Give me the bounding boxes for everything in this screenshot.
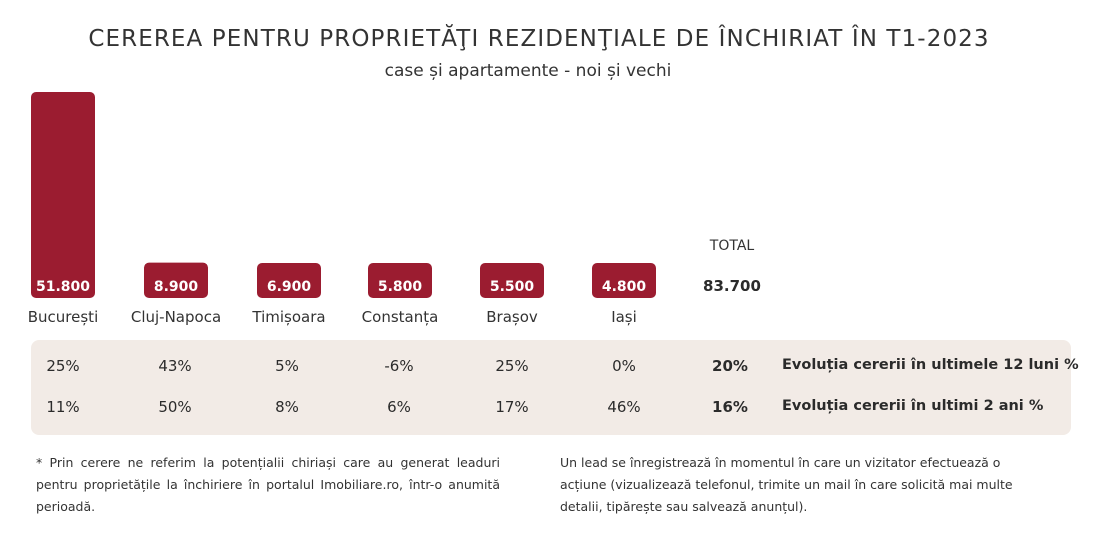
evolution-2y-bucuresti: 11%	[46, 398, 80, 416]
evolution-12m-constanta: -6%	[384, 357, 414, 375]
bar-value-label-iasi: 4.800	[602, 279, 647, 295]
evolution-2y-label: Evoluția cererii în ultimi 2 ani %	[782, 398, 1044, 414]
evolution-2y-constanta: 6%	[387, 398, 411, 416]
category-label-bucuresti: București	[28, 308, 98, 326]
bar-value-label-cluj-napoca: 8.900	[154, 279, 199, 295]
bar-chart: 51.800 București 8.900 Cluj-Napoca 6.900 Timi…	[28, 92, 656, 326]
evolution-2y-total: 16%	[712, 398, 748, 416]
evolution-12m-brasov: 25%	[495, 357, 529, 375]
footnote-definition: * Prin cerere ne referim la potențialii …	[36, 455, 500, 514]
bar-value-label-brasov: 5.500	[490, 279, 535, 295]
bar-value-label-bucuresti: 51.800	[36, 279, 90, 295]
evolution-row-2-years: 11% 50% 8% 6% 17% 46% 16% Evoluția cerer…	[31, 398, 1071, 420]
evolution-panel: 25% 43% 5% -6% 25% 0% 20% Evoluția cerer…	[31, 340, 1079, 435]
category-label-cluj-napoca: Cluj-Napoca	[131, 308, 221, 326]
bar-value-label-constanta: 5.800	[378, 279, 423, 295]
evolution-12m-cluj-napoca: 43%	[158, 357, 192, 375]
bar-cluj-napoca	[144, 262, 208, 298]
bar-value-label-timisoara: 6.900	[267, 279, 312, 295]
bar-iasi	[592, 263, 656, 298]
total-value: 83.700	[703, 277, 761, 295]
bar-timisoara	[257, 263, 321, 298]
evolution-12m-iasi: 0%	[612, 357, 636, 375]
evolution-2y-timisoara: 8%	[275, 398, 299, 416]
footnote-lead-explanation: Un lead se înregistrează în momentul în …	[560, 455, 1013, 514]
chart-title: CEREREA PENTRU PROPRIETĂŢI REZIDENŢIALE …	[88, 26, 990, 52]
evolution-12m-total: 20%	[712, 357, 748, 375]
total-label: TOTAL	[709, 238, 755, 254]
bar-constanta	[368, 263, 432, 298]
category-label-constanta: Constanța	[362, 308, 439, 326]
evolution-row-12-months: 25% 43% 5% -6% 25% 0% 20% Evoluția cerer…	[31, 357, 1078, 379]
evolution-2y-cluj-napoca: 50%	[158, 398, 192, 416]
evolution-2y-iasi: 46%	[607, 398, 641, 416]
category-label-timisoara: Timișoara	[251, 308, 325, 326]
category-label-brasov: Brașov	[486, 308, 538, 326]
evolution-12m-bucuresti: 25%	[46, 357, 80, 375]
evolution-2y-brasov: 17%	[495, 398, 529, 416]
evolution-12m-label: Evoluția cererii în ultimele 12 luni %	[782, 357, 1079, 373]
bar-bucuresti	[31, 92, 95, 298]
chart-subtitle: case și apartamente - noi și vechi	[384, 61, 672, 81]
bar-brasov	[480, 263, 544, 298]
evolution-12m-timisoara: 5%	[275, 357, 299, 375]
category-label-iasi: Iași	[611, 308, 637, 326]
